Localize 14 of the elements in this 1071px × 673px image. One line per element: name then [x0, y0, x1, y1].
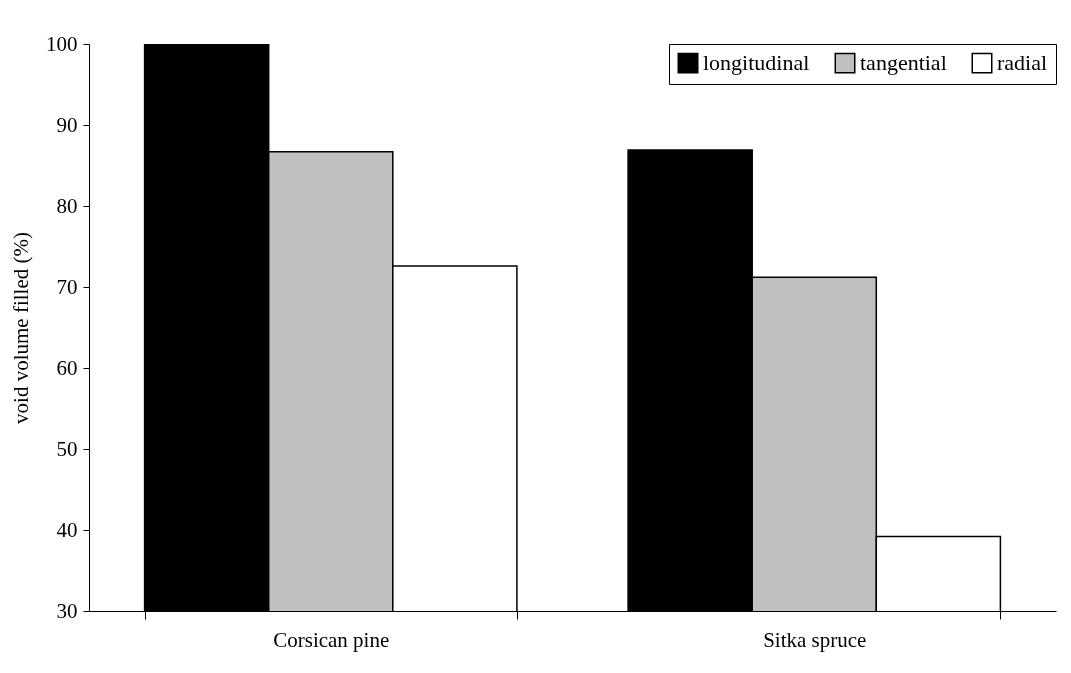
x-tick-label: Corsican pine	[273, 627, 390, 652]
legend-label: radial	[997, 50, 1048, 76]
y-axis-title: void volume filled (%)	[9, 232, 33, 424]
legend-label: longitudinal	[703, 50, 810, 76]
y-tick-label: 70	[56, 274, 78, 299]
legend-label: tangential	[860, 50, 947, 76]
y-tick-label: 60	[56, 355, 78, 380]
y-tick-label: 30	[56, 598, 78, 623]
y-tick-label: 80	[56, 193, 78, 218]
y-tick-label: 40	[56, 517, 78, 542]
y-tick-label: 100	[46, 31, 78, 56]
y-tick-label: 90	[56, 112, 78, 137]
y-tick-label: 50	[56, 436, 78, 461]
x-tick-label: Sitka spruce	[763, 627, 867, 652]
